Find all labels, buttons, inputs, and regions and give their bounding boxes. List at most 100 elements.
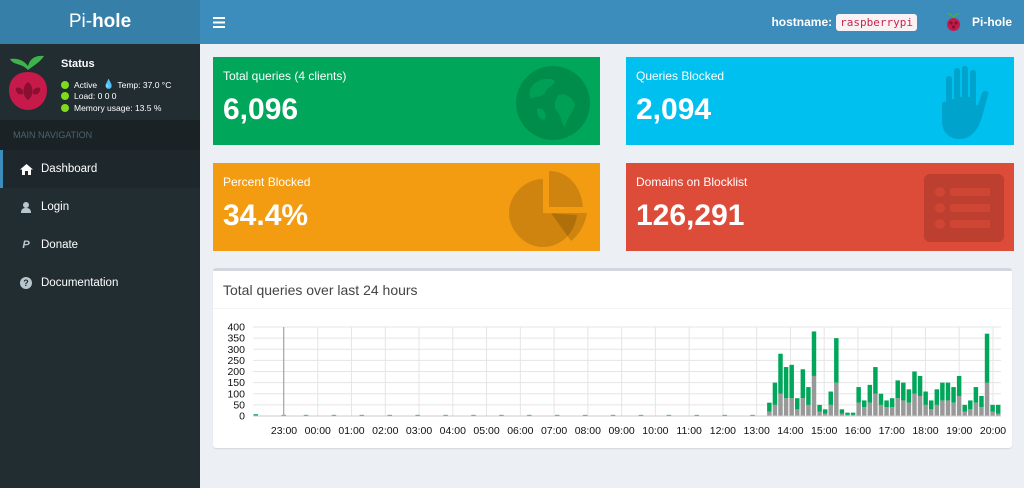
- blocked-bar: [828, 404, 833, 416]
- permitted-bar: [582, 414, 588, 416]
- status-dot-icon: [61, 80, 69, 89]
- list-icon: [924, 174, 1004, 242]
- blocked-bar: [834, 382, 839, 416]
- logo-light-text: Pi-: [68, 11, 93, 32]
- app-logo[interactable]: Pi-hole: [0, 0, 200, 44]
- permitted-bar: [806, 387, 811, 405]
- x-tick-label: 14:00: [777, 425, 803, 437]
- x-tick-label: 23:00: [271, 425, 297, 437]
- percent-blocked-value: 34.4%: [223, 199, 309, 232]
- top-navbar: hostname: raspberrypi Pi-hole: [200, 0, 1024, 44]
- permitted-bar: [940, 382, 945, 401]
- user-icon: [19, 201, 33, 213]
- permitted-bar: [867, 384, 873, 403]
- percent-blocked-box: Percent Blocked 34.4%: [213, 163, 600, 251]
- blocked-bar: [783, 398, 789, 416]
- permitted-bar: [945, 382, 951, 401]
- load-dot-icon: [61, 92, 69, 100]
- x-tick-label: 06:00: [507, 425, 533, 437]
- blocked-bar: [778, 393, 783, 416]
- status-title: Status: [61, 58, 95, 70]
- x-tick-label: 04:00: [440, 425, 466, 437]
- permitted-bar: [917, 375, 923, 396]
- navbar-right: hostname: raspberrypi Pi-hole: [771, 0, 1024, 44]
- sidebar-toggle-button[interactable]: [200, 0, 238, 44]
- blocked-bar: [800, 398, 806, 416]
- permitted-bar: [979, 395, 984, 408]
- user-menu[interactable]: Pi-hole: [945, 12, 1012, 32]
- x-tick-label: 15:00: [811, 425, 837, 437]
- permitted-bar: [862, 400, 867, 408]
- status-memory: Memory usage: 13.5 %: [74, 103, 162, 113]
- permitted-bar: [884, 400, 889, 408]
- total-queries-value: 6,096: [223, 93, 299, 126]
- blocked-bar: [889, 407, 895, 416]
- blocked-bar: [873, 393, 878, 416]
- permitted-bar: [834, 338, 839, 383]
- total-queries-label: Total queries (4 clients): [223, 69, 347, 83]
- x-tick-label: 05:00: [473, 425, 499, 437]
- permitted-bar: [638, 414, 644, 416]
- y-tick-label: 50: [233, 399, 245, 411]
- queries-chart-panel: Total queries over last 24 hours 0 50 100 1…: [213, 268, 1012, 448]
- permitted-bar: [359, 414, 365, 416]
- status-panel: Status Active 💧 Temp: 37.0 °C Load: 0 0 0 …: [0, 44, 200, 120]
- blocked-bar: [772, 404, 778, 416]
- permitted-bar: [962, 404, 967, 412]
- sidebar-item-dashboard[interactable]: Dashboard: [0, 150, 200, 188]
- blocked-bar: [995, 413, 1001, 416]
- permitted-bar: [934, 389, 940, 405]
- permitted-bar: [811, 331, 817, 376]
- svg-text:?: ?: [23, 278, 29, 288]
- x-tick-label: 01:00: [338, 425, 364, 437]
- sidebar-item-donate[interactable]: P Donate: [0, 226, 200, 264]
- sidebar-item-login[interactable]: Login: [0, 188, 200, 226]
- queries-blocked-label: Queries Blocked: [636, 69, 725, 83]
- permitted-bar: [800, 369, 806, 399]
- y-tick-label: 200: [227, 366, 245, 378]
- permitted-bar: [895, 380, 900, 399]
- hand-icon: [942, 66, 989, 139]
- domains-blocklist-value: 126,291: [636, 199, 745, 232]
- logo-bold-text: hole: [92, 11, 132, 32]
- permitted-bar: [873, 367, 878, 394]
- x-tick-label: 03:00: [406, 425, 432, 437]
- temperature-icon: 💧: [103, 79, 115, 89]
- pihole-avatar-icon: [9, 55, 47, 110]
- x-tick-label: 12:00: [710, 425, 736, 437]
- permitted-bar: [666, 414, 672, 416]
- blocked-bar: [945, 400, 951, 416]
- permitted-bar: [889, 398, 895, 408]
- x-tick-label: 10:00: [642, 425, 668, 437]
- permitted-bar: [856, 387, 861, 403]
- permitted-bar: [778, 353, 783, 394]
- permitted-bar: [984, 333, 990, 383]
- memory-dot-icon: [61, 104, 69, 112]
- permitted-bar: [443, 414, 448, 416]
- permitted-bar: [499, 414, 504, 416]
- permitted-bar: [822, 409, 828, 414]
- sidebar-item-label: Documentation: [41, 277, 119, 289]
- blocked-bar: [878, 404, 884, 416]
- permitted-bar: [610, 414, 616, 416]
- total-queries-box: Total queries (4 clients) 6,096: [213, 57, 600, 145]
- permitted-bar: [995, 404, 1001, 414]
- blocked-bar: [822, 413, 828, 416]
- permitted-bar: [554, 414, 560, 416]
- hamburger-icon: [213, 16, 225, 28]
- permitted-bar: [923, 391, 928, 405]
- blocked-bar: [850, 414, 856, 416]
- x-tick-label: 18:00: [912, 425, 938, 437]
- permitted-bar: [795, 398, 800, 410]
- user-name: Pi-hole: [971, 15, 1012, 29]
- permitted-bar: [912, 371, 917, 394]
- permitted-bar: [951, 387, 956, 403]
- permitted-bar: [331, 414, 337, 416]
- x-tick-label: 11:00: [676, 425, 702, 437]
- y-tick-label: 400: [227, 322, 245, 334]
- blocked-bar: [839, 413, 845, 416]
- blocked-bar: [934, 404, 940, 416]
- sidebar-item-documentation[interactable]: ? Documentation: [0, 264, 200, 302]
- blocked-bar: [962, 411, 967, 416]
- sidebar-item-label: Login: [41, 201, 70, 213]
